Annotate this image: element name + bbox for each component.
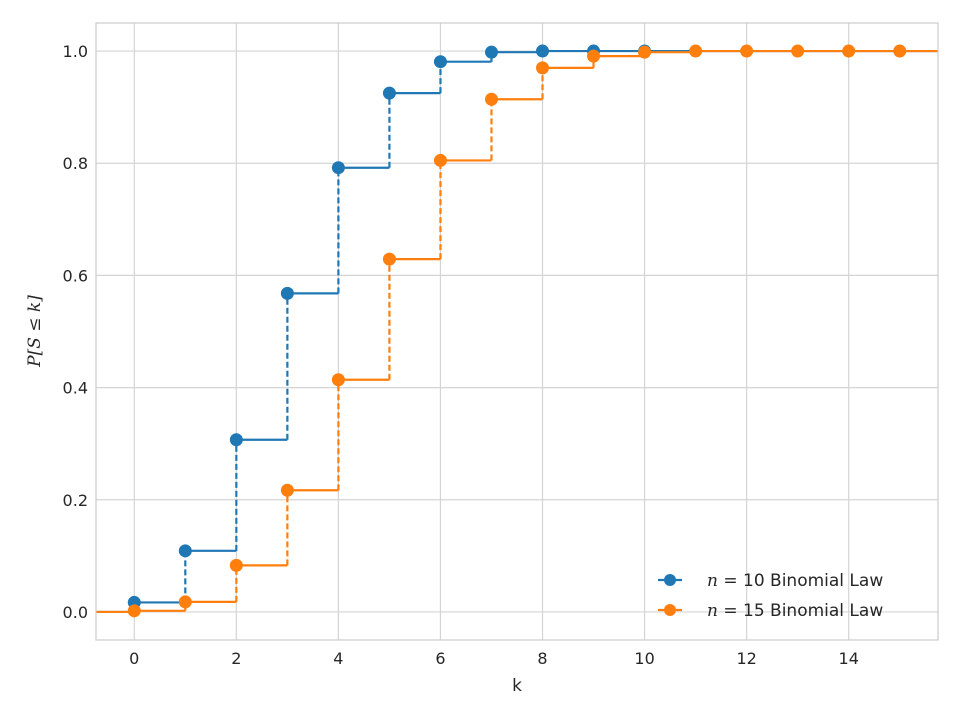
legend-marker-n15 — [664, 604, 676, 616]
y-axis-label: P[S ≤ k] — [25, 295, 45, 368]
series-layer — [96, 44, 938, 618]
legend-label-n15: n = 15 Binomial Law — [707, 601, 883, 621]
plot-area — [96, 23, 938, 640]
legend-rest-n10: = 10 Binomial Law — [718, 571, 883, 591]
data-point — [638, 45, 652, 59]
data-point — [689, 44, 703, 58]
data-point — [331, 161, 345, 175]
legend-item-n15: n = 15 Binomial Law — [658, 601, 883, 621]
x-tick-label: 12 — [736, 649, 756, 668]
x-tick-label: 8 — [537, 649, 547, 668]
y-tick-label: 0.8 — [63, 154, 88, 173]
legend-var-n10: n — [707, 571, 718, 591]
y-tick-label: 0.0 — [63, 603, 88, 622]
x-tick-label: 4 — [333, 649, 343, 668]
data-point — [536, 44, 550, 58]
data-point — [791, 44, 805, 58]
x-tick-labels: 0 2 4 6 8 10 12 14 — [129, 649, 859, 668]
x-tick-label: 2 — [231, 649, 241, 668]
y-tick-label: 0.4 — [63, 379, 88, 398]
y-tick-label: 0.2 — [63, 491, 88, 510]
data-point — [127, 604, 141, 618]
y-tick-labels: 0.0 0.2 0.4 0.6 0.8 1.0 — [63, 42, 88, 622]
y-tick-label: 0.6 — [63, 266, 88, 285]
data-point — [280, 483, 294, 497]
plot-frame — [95, 22, 939, 641]
x-axis-label: k — [512, 676, 522, 696]
data-point — [229, 558, 243, 572]
data-point — [893, 44, 907, 58]
data-point — [382, 86, 396, 100]
legend-var-n15: n — [707, 601, 718, 621]
x-tick-label: 6 — [435, 649, 445, 668]
data-point — [229, 433, 243, 447]
legend-item-n10: n = 10 Binomial Law — [658, 571, 883, 591]
series-n15 — [96, 44, 938, 618]
data-point — [587, 49, 601, 63]
data-point — [536, 61, 550, 75]
x-tick-label: 14 — [839, 649, 859, 668]
data-point — [433, 55, 447, 69]
legend-label-n10: n = 10 Binomial Law — [707, 571, 883, 591]
data-point — [331, 373, 345, 387]
data-point — [484, 92, 498, 106]
legend: n = 10 Binomial Law n = 15 Binomial Law — [658, 571, 883, 621]
data-point — [433, 153, 447, 167]
data-point — [382, 252, 396, 266]
x-tick-label: 10 — [634, 649, 654, 668]
data-point — [842, 44, 856, 58]
data-point — [740, 44, 754, 58]
y-tick-label: 1.0 — [63, 42, 88, 61]
legend-rest-n15: = 15 Binomial Law — [718, 601, 883, 621]
x-tick-label: 0 — [129, 649, 139, 668]
data-point — [280, 286, 294, 300]
legend-marker-n10 — [664, 574, 676, 586]
data-point — [178, 544, 192, 558]
data-point — [484, 45, 498, 59]
data-point — [178, 595, 192, 609]
